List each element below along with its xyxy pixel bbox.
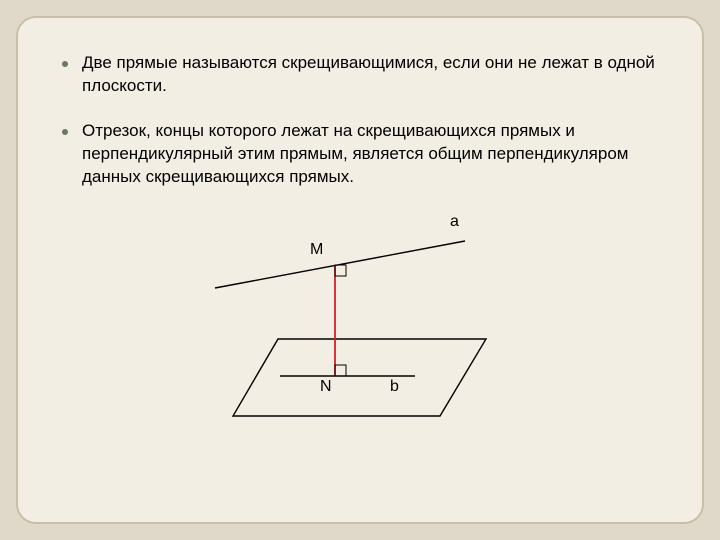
diagram-svg [160,211,560,431]
label-N: N [320,378,332,396]
plane-polygon [233,339,486,416]
bullet-item: Отрезок, концы которого лежат на скрещив… [62,120,658,189]
bullet-text: Отрезок, концы которого лежат на скрещив… [82,120,658,189]
label-a: a [450,213,459,231]
skew-lines-diagram: a M N b [160,211,560,431]
bullet-item: Две прямые называются скрещивающимися, е… [62,52,658,98]
right-angle-marker-bottom [335,365,346,376]
bullet-dot-icon [62,61,68,67]
bullet-dot-icon [62,129,68,135]
label-b: b [390,378,399,396]
right-angle-marker-top [335,265,346,276]
slide-card: Две прямые называются скрещивающимися, е… [16,16,704,524]
label-M: M [310,241,323,259]
bullet-text: Две прямые называются скрещивающимися, е… [82,52,658,98]
